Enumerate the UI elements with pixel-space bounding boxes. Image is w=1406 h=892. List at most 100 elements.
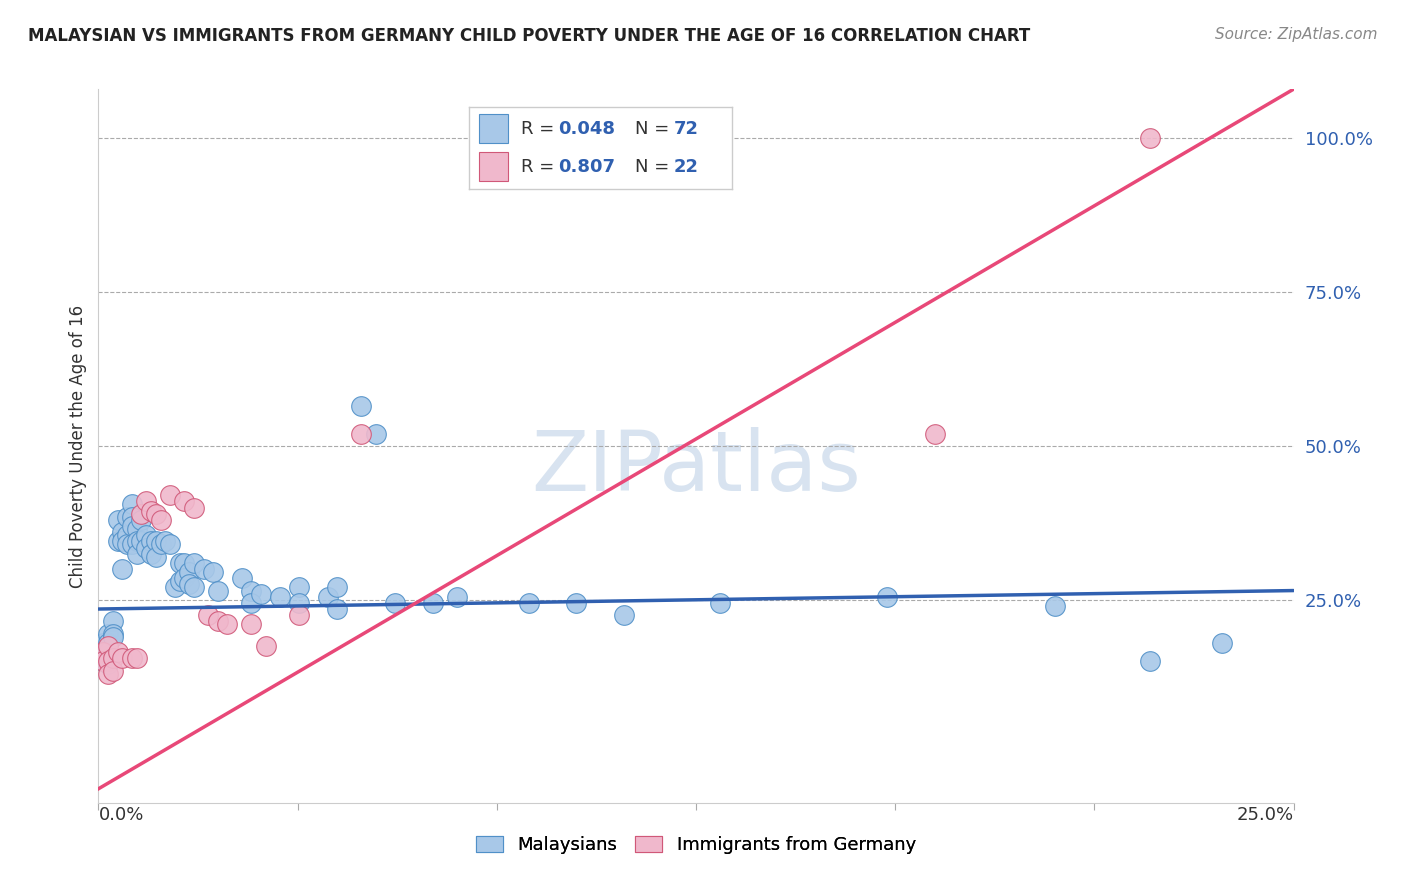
Point [326, 602, 349, 616]
Point [183, 556, 205, 570]
Point [97, 654, 120, 668]
Point [350, 426, 373, 441]
Text: 25.0%: 25.0% [1236, 805, 1294, 824]
Point [231, 571, 253, 585]
Point [1043, 599, 1066, 613]
Point [149, 513, 172, 527]
Point [179, 565, 201, 579]
Point [288, 596, 311, 610]
Point [183, 581, 205, 595]
Legend: Malaysians, Immigrants from Germany: Malaysians, Immigrants from Germany [468, 829, 924, 862]
Point [97, 626, 120, 640]
Point [364, 426, 387, 441]
Point [121, 519, 143, 533]
Point [876, 590, 898, 604]
Point [135, 494, 157, 508]
Point [240, 617, 263, 632]
Point [145, 534, 167, 549]
Point [101, 651, 124, 665]
Point [91, 648, 114, 662]
Point [326, 581, 349, 595]
Point [173, 571, 195, 585]
Point [193, 562, 215, 576]
Text: ZIPatlas: ZIPatlas [531, 427, 860, 508]
Point [111, 651, 134, 665]
Point [115, 509, 138, 524]
Point [202, 565, 225, 579]
Point [135, 528, 157, 542]
Point [422, 596, 444, 610]
Point [121, 498, 143, 512]
Point [145, 507, 167, 521]
Point [97, 639, 120, 653]
Point [139, 503, 162, 517]
Point [97, 657, 120, 672]
Point [101, 615, 124, 629]
Point [217, 617, 239, 632]
Point [159, 488, 181, 502]
Point [107, 513, 129, 527]
Point [169, 556, 191, 570]
Point [107, 645, 129, 659]
Point [111, 525, 134, 540]
Point [131, 507, 153, 521]
Point [1139, 131, 1161, 145]
Point [1139, 654, 1161, 668]
Point [173, 556, 195, 570]
Point [125, 522, 148, 536]
Point [155, 534, 177, 549]
Point [111, 562, 134, 576]
Point [97, 636, 120, 650]
Point [207, 615, 229, 629]
Point [183, 500, 205, 515]
Point [207, 583, 229, 598]
Point [173, 494, 195, 508]
Point [446, 590, 468, 604]
Point [384, 596, 406, 610]
Point [709, 596, 731, 610]
Point [240, 596, 263, 610]
Point [125, 547, 148, 561]
Point [97, 666, 120, 681]
Point [91, 645, 114, 659]
Point [169, 574, 191, 589]
Point [125, 651, 148, 665]
Point [121, 651, 143, 665]
Point [288, 608, 311, 623]
Point [115, 528, 138, 542]
Point [125, 534, 148, 549]
Point [135, 541, 157, 555]
Point [101, 630, 124, 644]
Point [101, 626, 124, 640]
Point [269, 590, 291, 604]
Text: 0.0%: 0.0% [98, 805, 143, 824]
Point [111, 534, 134, 549]
Point [91, 654, 114, 668]
Point [240, 583, 263, 598]
Point [316, 590, 339, 604]
Point [91, 636, 114, 650]
Point [924, 426, 946, 441]
Text: Source: ZipAtlas.com: Source: ZipAtlas.com [1215, 27, 1378, 42]
Point [149, 537, 172, 551]
Point [139, 547, 162, 561]
Point [131, 534, 153, 549]
Point [159, 537, 181, 551]
Point [250, 587, 273, 601]
Point [254, 639, 277, 653]
Point [121, 537, 143, 551]
Point [115, 537, 138, 551]
Point [139, 534, 162, 549]
Point [131, 513, 153, 527]
Point [145, 549, 167, 564]
Point [288, 581, 311, 595]
Point [107, 534, 129, 549]
Point [613, 608, 636, 623]
Point [1211, 636, 1233, 650]
Point [350, 399, 373, 413]
Point [97, 645, 120, 659]
Point [91, 654, 114, 668]
Point [179, 577, 201, 591]
Y-axis label: Child Poverty Under the Age of 16: Child Poverty Under the Age of 16 [69, 304, 87, 588]
Point [121, 509, 143, 524]
